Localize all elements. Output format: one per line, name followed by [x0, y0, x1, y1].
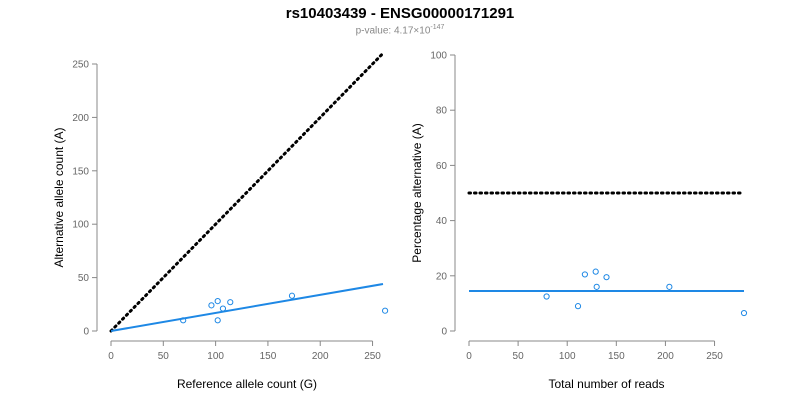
right-y-tick-label-40: 40	[436, 216, 448, 227]
right-point-3	[592, 268, 599, 275]
right-y-tick-label-100: 100	[430, 51, 447, 62]
right-y-tick-label-0: 0	[441, 327, 447, 338]
left-point-1	[208, 302, 215, 309]
right-x-axis-title: Total number of reads	[548, 377, 664, 391]
right-point-4	[593, 283, 600, 290]
left-x-tick-label-50: 50	[158, 351, 170, 362]
left-point-0	[180, 317, 187, 324]
right-y-tick-label-80: 80	[436, 106, 448, 117]
left-point-5	[227, 299, 234, 306]
left-point-4	[219, 305, 227, 312]
right-point-2	[581, 271, 588, 278]
right-x-tick-label-250: 250	[706, 351, 723, 362]
right-point-0	[543, 293, 550, 300]
left-reference-line	[109, 51, 385, 333]
right-x-tick-label-200: 200	[657, 351, 674, 362]
left-point-6	[288, 292, 296, 299]
left-x-tick-label-200: 200	[312, 351, 329, 362]
right-x-tick-label-50: 50	[513, 351, 525, 362]
right-x-tick-label-0: 0	[466, 351, 472, 362]
right-point-7	[740, 309, 748, 317]
left-point-2	[214, 297, 221, 305]
right-x-tick-label-150: 150	[608, 351, 625, 362]
left-x-axis-title: Reference allele count (G)	[177, 377, 317, 391]
left-x-tick-label-100: 100	[207, 351, 224, 362]
left-x-tick-label-250: 250	[364, 351, 381, 362]
pvalue-mantissa: 4.17×10	[393, 25, 431, 37]
left-y-tick-label-50: 50	[78, 273, 90, 284]
left-y-tick-label-150: 150	[72, 166, 89, 177]
left-x-tick-label-0: 0	[108, 351, 114, 362]
right-point-6	[666, 283, 673, 290]
left-y-tick-label-250: 250	[72, 60, 89, 71]
left-y-tick-label-0: 0	[83, 327, 89, 338]
left-point-7	[381, 307, 389, 314]
right-y-axis-title: Percentage alternative (A)	[410, 123, 424, 262]
pvalue-prefix: p-value:	[355, 25, 394, 37]
left-y-axis-title: Alternative allele count (A)	[52, 127, 66, 267]
right-y-tick-label-60: 60	[436, 161, 448, 172]
left-point-3	[214, 317, 221, 324]
chart-subtitle: p-value: 4.17×10-147	[0, 24, 800, 36]
left-y-tick-label-200: 200	[72, 113, 89, 124]
left-fit-line	[110, 283, 384, 332]
right-point-1	[574, 303, 582, 310]
right-x-tick-label-100: 100	[559, 351, 576, 362]
right-y-tick-label-20: 20	[436, 271, 448, 282]
left-y-tick-label-100: 100	[72, 220, 89, 231]
pvalue-exponent: -147	[430, 24, 445, 31]
right-point-5	[603, 274, 610, 281]
chart-title: rs10403439 - ENSG00000171291	[285, 5, 515, 22]
left-x-tick-label-150: 150	[260, 351, 277, 362]
